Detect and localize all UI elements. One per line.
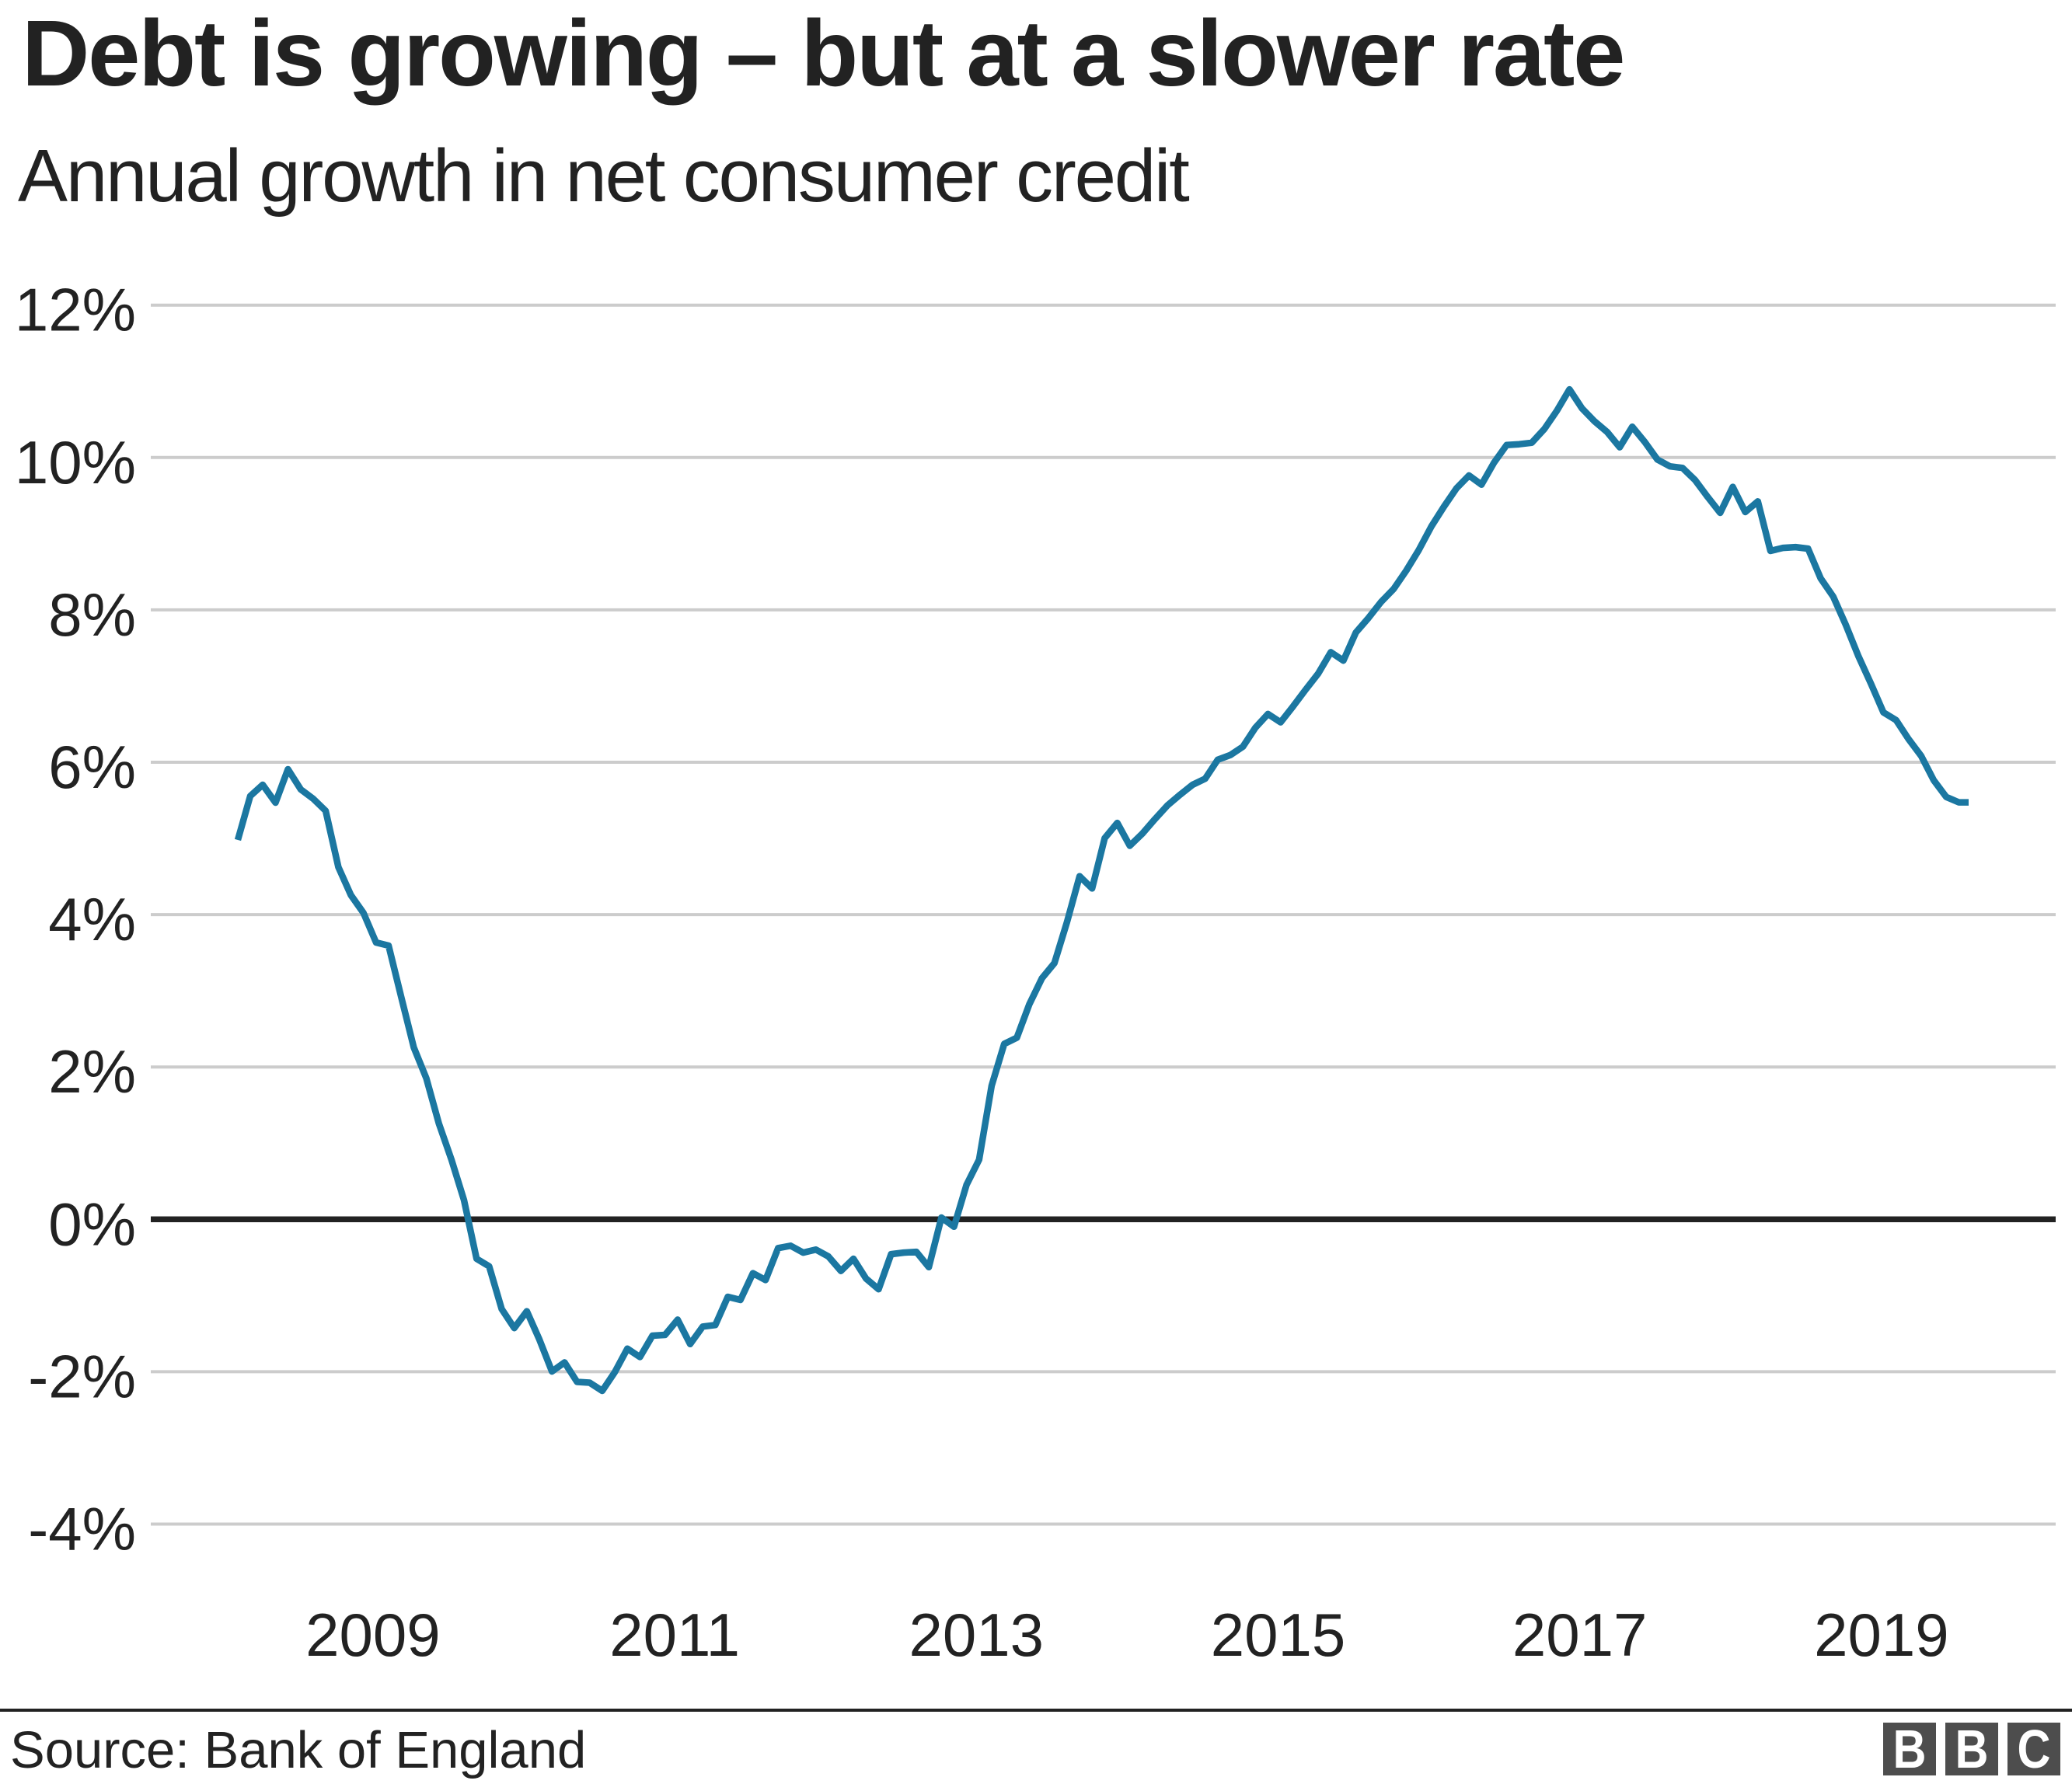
svg-text:Annual growth in net consumer: Annual growth in net consumer credit [18,134,1189,218]
svg-text:B: B [1955,1718,1989,1779]
svg-text:-4%: -4% [28,1495,136,1563]
svg-text:2%: 2% [48,1037,136,1106]
svg-text:8%: 8% [48,580,136,649]
svg-text:2011: 2011 [609,1601,740,1669]
svg-text:B: B [1893,1718,1927,1779]
svg-text:Debt is growing – but at a slo: Debt is growing – but at a slower rate [22,0,1624,106]
svg-text:2015: 2015 [1211,1601,1346,1669]
svg-text:2019: 2019 [1814,1601,1949,1669]
svg-text:C: C [2018,1718,2051,1779]
svg-text:2017: 2017 [1512,1601,1648,1669]
svg-text:2009: 2009 [305,1601,441,1669]
svg-text:Source: Bank of England: Source: Bank of England [10,1721,586,1779]
svg-text:4%: 4% [48,885,136,953]
svg-text:12%: 12% [15,276,136,344]
svg-text:10%: 10% [15,428,136,497]
svg-text:0%: 0% [48,1190,136,1258]
svg-text:-2%: -2% [28,1342,136,1410]
svg-text:2013: 2013 [909,1601,1045,1669]
svg-text:6%: 6% [48,733,136,801]
